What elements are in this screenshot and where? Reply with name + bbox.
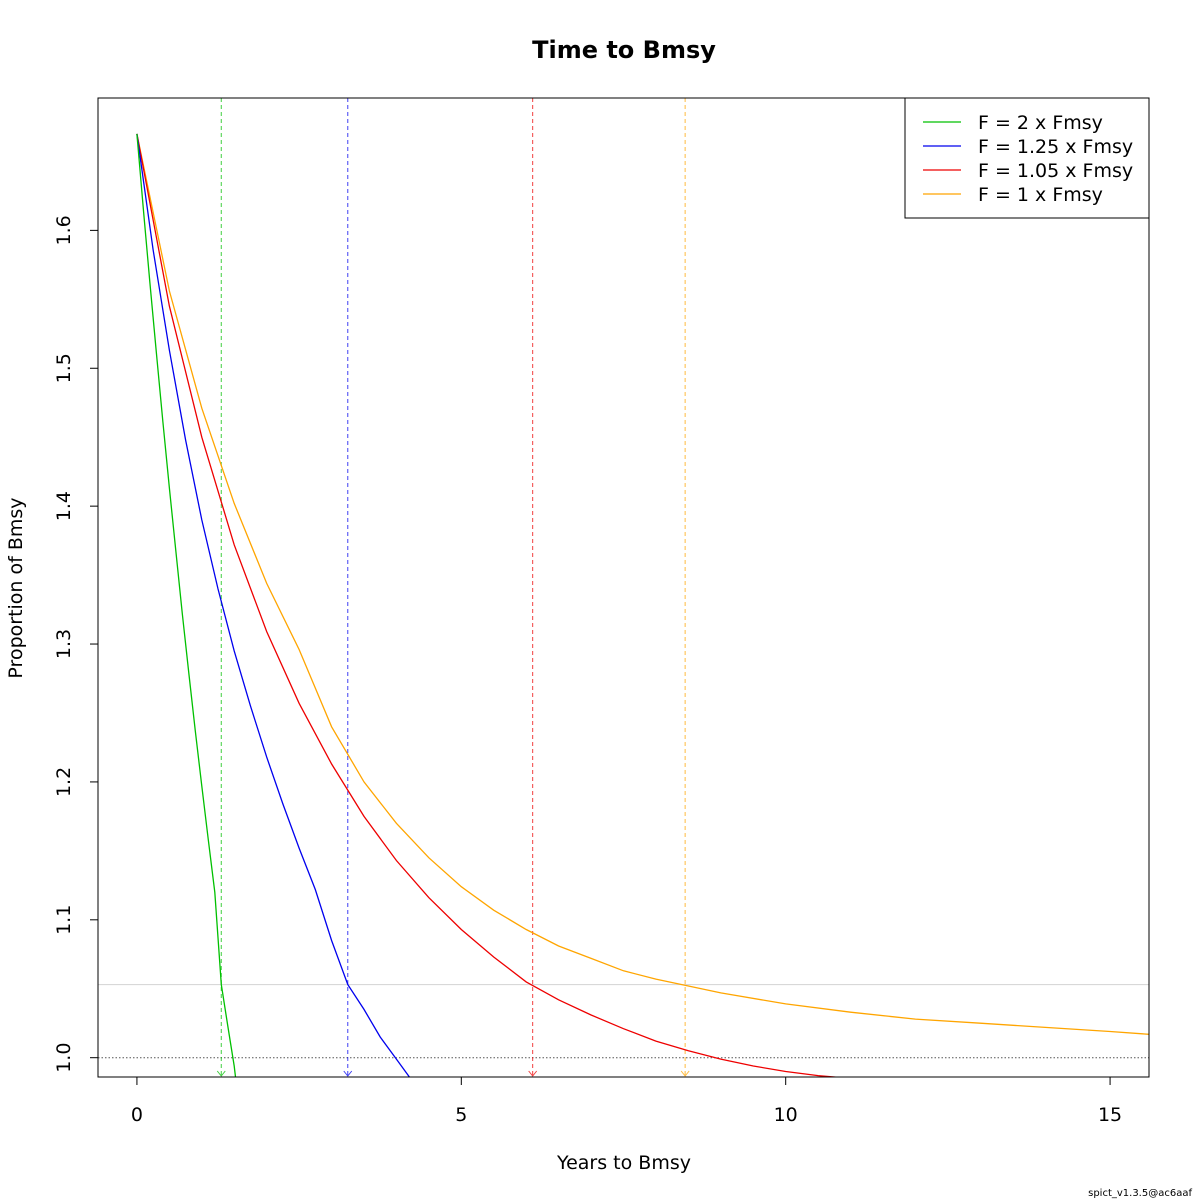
time-marker-arrow-3 (680, 1070, 690, 1077)
y-tick-label-1: 1.1 (53, 905, 75, 935)
y-tick-label-4: 1.4 (53, 491, 75, 521)
time-marker-arrow-2 (528, 1070, 538, 1077)
version-footer: spict_v1.3.5@ac6aaf (1088, 1188, 1192, 1199)
x-tick-label-1: 5 (455, 1104, 467, 1126)
x-tick-label-0: 0 (131, 1104, 143, 1126)
time-marker-arrow-1 (343, 1070, 353, 1077)
legend-label-0: F = 2 x Fmsy (978, 112, 1103, 134)
y-tick-label-5: 1.5 (53, 353, 75, 383)
series-line-0 (136, 133, 237, 1077)
y-tick-label-2: 1.2 (53, 767, 75, 797)
y-tick-label-0: 1.0 (53, 1043, 75, 1073)
legend-label-1: F = 1.25 x Fmsy (978, 136, 1133, 158)
legend-label-2: F = 1.05 x Fmsy (978, 160, 1133, 182)
plot-content (98, 98, 1149, 1077)
chart-title: Time to Bmsy (532, 36, 716, 64)
y-axis: 1.0 1.1 1.2 1.3 1.4 1.5 1.6 (53, 215, 99, 1073)
plot-frame (97, 97, 1150, 1078)
y-axis-label: Proportion of Bmsy (5, 497, 27, 678)
x-tick-label-3: 15 (1098, 1104, 1122, 1126)
y-tick-label-6: 1.6 (53, 215, 75, 245)
series-line-2 (136, 133, 842, 1077)
series-line-3 (136, 133, 1149, 1035)
legend-box (904, 97, 1150, 219)
x-axis: 0 5 10 15 (131, 1076, 1122, 1126)
x-tick-label-2: 10 (774, 1104, 798, 1126)
series-line-1 (136, 133, 410, 1077)
y-tick-label-3: 1.3 (53, 629, 75, 659)
legend-label-3: F = 1 x Fmsy (978, 184, 1103, 206)
time-marker-arrow-0 (216, 1070, 226, 1077)
x-axis-label: Years to Bmsy (556, 1152, 691, 1174)
